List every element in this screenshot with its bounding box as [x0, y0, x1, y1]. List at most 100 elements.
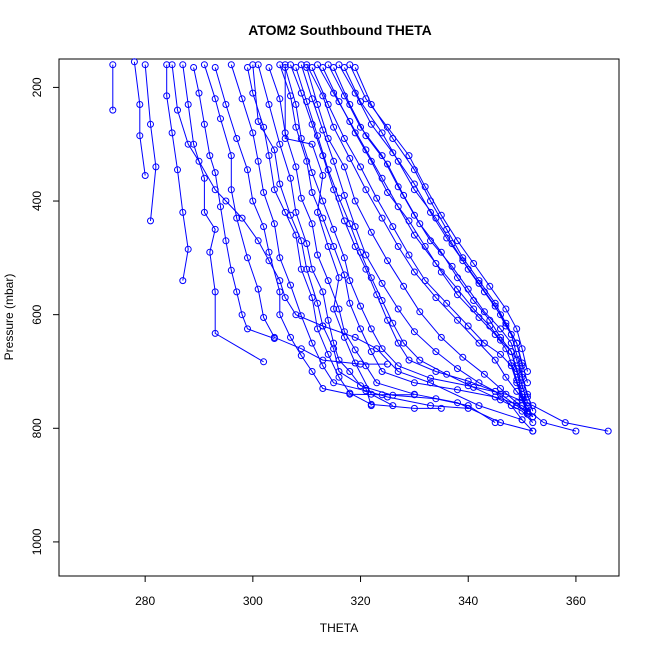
series-line — [354, 67, 528, 383]
data-point — [357, 98, 364, 106]
data-point — [260, 358, 268, 366]
data-point — [314, 299, 321, 307]
series-3 — [163, 61, 192, 285]
series-line — [230, 64, 469, 409]
data-point — [346, 154, 354, 162]
data-point — [486, 316, 494, 324]
data-point — [168, 61, 176, 69]
data-point — [292, 311, 300, 319]
data-point — [308, 140, 316, 148]
data-point — [416, 308, 424, 316]
data-point — [200, 120, 208, 128]
data-point — [378, 214, 386, 222]
data-point — [367, 228, 375, 236]
data-point — [319, 362, 327, 370]
x-tick-label: 280 — [135, 594, 155, 608]
data-point — [233, 214, 241, 222]
data-point — [561, 419, 569, 427]
data-point — [319, 288, 327, 296]
series-line — [349, 64, 528, 372]
data-point — [179, 61, 187, 69]
data-point — [190, 140, 198, 148]
data-point — [497, 311, 504, 319]
x-axis: 280 300 320 340 360 — [135, 576, 586, 608]
data-point — [141, 172, 149, 179]
data-point — [287, 174, 294, 182]
data-point — [211, 329, 219, 337]
data-point — [470, 383, 478, 391]
data-point — [513, 325, 521, 333]
data-point — [378, 297, 386, 304]
data-point — [303, 265, 311, 273]
series-line — [247, 67, 442, 409]
data-point — [518, 359, 526, 367]
data-point — [330, 123, 338, 131]
data-point — [227, 152, 235, 160]
data-point — [179, 208, 187, 216]
data-point — [486, 282, 494, 290]
data-point — [507, 359, 515, 367]
data-point — [491, 299, 499, 307]
data-point — [405, 251, 413, 259]
data-point — [410, 268, 418, 276]
data-point — [384, 160, 391, 168]
series-4 — [179, 61, 268, 366]
data-point — [367, 101, 375, 108]
data-point — [136, 132, 144, 140]
data-point — [206, 152, 214, 160]
data-point — [394, 368, 402, 375]
data-point — [324, 61, 332, 69]
data-point — [324, 350, 332, 358]
series-line — [284, 64, 394, 407]
data-point — [292, 208, 300, 216]
data-point — [206, 248, 214, 256]
data-point — [330, 305, 338, 313]
data-point — [319, 197, 327, 205]
x-tick-label: 300 — [243, 594, 263, 608]
data-point — [211, 95, 219, 103]
data-point — [308, 368, 316, 375]
data-point — [367, 402, 375, 410]
data-point — [427, 197, 434, 205]
data-point — [314, 208, 321, 216]
data-point — [454, 274, 461, 282]
data-point — [141, 61, 149, 69]
data-point — [437, 404, 445, 412]
data-point — [297, 237, 305, 245]
data-point — [324, 316, 332, 324]
data-point — [308, 120, 316, 128]
data-point — [319, 385, 327, 392]
data-point — [384, 360, 391, 368]
series-13 — [281, 64, 612, 435]
series-12 — [276, 61, 580, 435]
data-point — [464, 402, 472, 410]
data-point — [357, 163, 364, 171]
data-point — [400, 191, 408, 199]
data-point — [335, 98, 343, 106]
data-point — [524, 379, 531, 387]
data-point — [497, 325, 504, 333]
data-point — [367, 390, 375, 398]
series-5 — [190, 64, 278, 342]
data-point — [389, 149, 397, 157]
data-point — [244, 254, 251, 262]
series-2 — [141, 61, 160, 225]
series-line — [257, 64, 496, 424]
data-point — [163, 92, 171, 100]
data-point — [227, 61, 235, 69]
data-point — [410, 404, 418, 412]
data-point — [109, 61, 117, 69]
data-point — [222, 101, 230, 108]
data-point — [297, 352, 305, 360]
data-point — [416, 220, 424, 228]
data-point — [233, 288, 241, 296]
data-point — [281, 135, 289, 142]
series-line — [284, 67, 609, 432]
data-point — [432, 260, 440, 267]
data-point — [244, 325, 251, 333]
data-point — [270, 146, 278, 154]
series-line — [214, 67, 415, 396]
data-point — [308, 265, 316, 273]
data-point — [604, 427, 612, 435]
x-tick-label: 320 — [351, 594, 371, 608]
